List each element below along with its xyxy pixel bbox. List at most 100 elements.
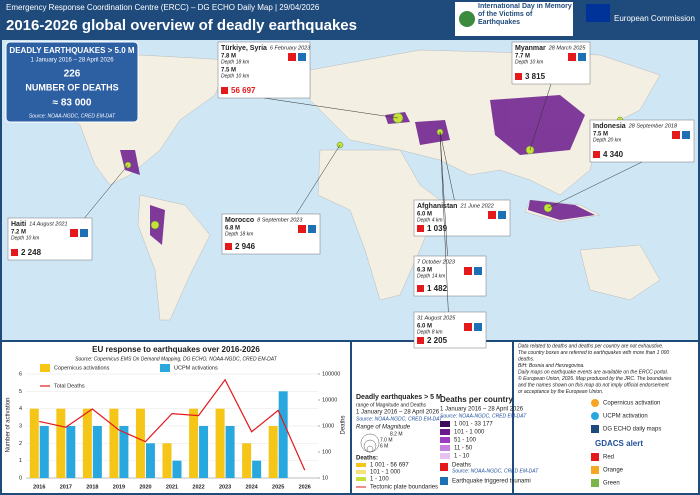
country-period: 1 January 2016 – 28 April 2026 xyxy=(440,407,524,413)
event-place: Morocco xyxy=(225,217,254,224)
summary-source: Source: NOAA-NGDC, CRED EM-DAT xyxy=(29,113,116,119)
legend-period: 1 January 2016 – 28 April 2026 xyxy=(356,410,440,416)
deaths-icon xyxy=(225,243,232,250)
legend-deaths-title: Deaths: xyxy=(356,456,378,462)
quake xyxy=(150,220,160,230)
event-magnitude: 7.5 M xyxy=(221,68,236,74)
swatch xyxy=(440,421,450,427)
summary-deaths: ≈ 83 000 xyxy=(53,98,92,109)
bar xyxy=(39,426,49,478)
y-tick-label: 0 xyxy=(19,475,22,481)
swatch xyxy=(440,445,450,451)
class: 101 - 1 000 xyxy=(454,430,485,436)
y2-tick-label: 10 xyxy=(322,475,328,481)
event-place: Haiti xyxy=(11,221,26,228)
icon xyxy=(298,53,306,61)
icon xyxy=(464,267,472,275)
summary-period: 1 January 2016 – 28 April 2026 xyxy=(30,58,114,64)
x-tick-label: 2023 xyxy=(219,484,231,490)
icon-label: Green xyxy=(603,481,620,487)
bar xyxy=(82,408,92,478)
legend-label: UCPM activations xyxy=(174,365,218,371)
event-date: 28 September 2018 xyxy=(628,123,678,129)
callout-box xyxy=(511,41,591,85)
x-tick-label: 2020 xyxy=(139,484,151,490)
icon-label: DG ECHO daily maps xyxy=(603,427,661,433)
notes-panel xyxy=(514,342,698,493)
deaths-icon xyxy=(440,463,448,471)
y2-tick-label: 100000 xyxy=(322,371,340,377)
swatch xyxy=(440,453,450,459)
legend-mag-title: Range of Magnitude xyxy=(356,425,411,431)
x-tick-label: 2025 xyxy=(272,484,284,490)
event-depth: Depth 10 km xyxy=(11,235,39,241)
event-deaths: 1 039 xyxy=(427,224,448,233)
y2-tick-label: 10000 xyxy=(322,397,337,403)
event-depth: Depth 14 km xyxy=(417,273,445,279)
mag-label: 7.0 M xyxy=(380,437,393,443)
tsunami-label: Earthquake triggered tsunami xyxy=(452,479,531,485)
mag-label: 8.2 M xyxy=(390,431,403,437)
country xyxy=(528,200,595,220)
icon xyxy=(591,425,599,433)
chart-subtitle: Source: Copernicus EMS On Demand Mapping… xyxy=(75,356,278,362)
eurasia xyxy=(309,49,661,196)
event-date: 8 September 2023 xyxy=(257,217,303,223)
legend-deaths: 1 001 - 56 697 xyxy=(370,463,409,469)
y-tick-label: 1 xyxy=(19,458,22,464)
gdacs-title: GDACS alert xyxy=(595,439,643,448)
bar xyxy=(162,443,172,478)
summary-title: DEADLY EARTHQUAKES > 5.0 M xyxy=(9,46,134,55)
bar xyxy=(268,426,278,478)
summary-count: 226 xyxy=(64,69,81,80)
icon xyxy=(498,211,506,219)
icon-label: UCPM activation xyxy=(603,414,648,420)
icon xyxy=(568,53,576,61)
event-magnitude: 6.3 M xyxy=(417,268,432,274)
bar xyxy=(242,443,252,478)
y-axis-label: Number of activation xyxy=(6,397,12,452)
callout-box xyxy=(217,41,311,99)
x-tick-label: 2024 xyxy=(246,484,259,490)
leader-line xyxy=(529,83,552,151)
y-tick-label: 3 xyxy=(19,423,22,429)
africa xyxy=(317,149,441,301)
y2-axis-label: Deaths xyxy=(341,415,347,434)
class: 11 - 50 xyxy=(454,446,473,452)
notes: Data related to deaths and deaths per co… xyxy=(518,343,672,395)
logo-icon xyxy=(459,11,475,27)
event-date: 6 February 2023 xyxy=(270,45,311,51)
bar xyxy=(29,408,39,478)
summary-deaths-label: NUMBER OF DEATHS xyxy=(25,82,118,92)
bar xyxy=(135,408,145,478)
icon xyxy=(591,479,599,487)
icon-label: Orange xyxy=(603,468,624,474)
legend-swatch xyxy=(160,364,170,372)
event-depth: Depth 10 km xyxy=(515,59,543,65)
callout-box xyxy=(413,255,487,297)
australia xyxy=(579,244,661,301)
event-deaths: 2 205 xyxy=(427,336,448,345)
event-magnitude: 6.0 M xyxy=(417,212,432,218)
x-tick-label: 2026 xyxy=(299,484,311,490)
bar xyxy=(119,426,129,478)
bar xyxy=(278,391,288,478)
bar xyxy=(215,408,225,478)
leader-line xyxy=(547,161,643,209)
event-place: Türkiye, Syria xyxy=(221,45,267,52)
icon xyxy=(591,466,599,474)
icon-legend: Copernicus activation UCPM activation DG… xyxy=(591,399,661,487)
icon xyxy=(308,225,316,233)
icon xyxy=(298,225,306,233)
commission: European Commission xyxy=(614,14,695,23)
logo: International Day in Memory of the Victi… xyxy=(478,3,572,26)
bar xyxy=(145,443,155,478)
country xyxy=(490,95,585,155)
swatch xyxy=(440,429,450,435)
icon xyxy=(591,412,599,420)
x-tick-label: 2016 xyxy=(33,484,45,490)
tsunami-icon xyxy=(440,477,448,485)
callout-box xyxy=(589,119,695,163)
x-tick-label: 2018 xyxy=(86,484,98,490)
